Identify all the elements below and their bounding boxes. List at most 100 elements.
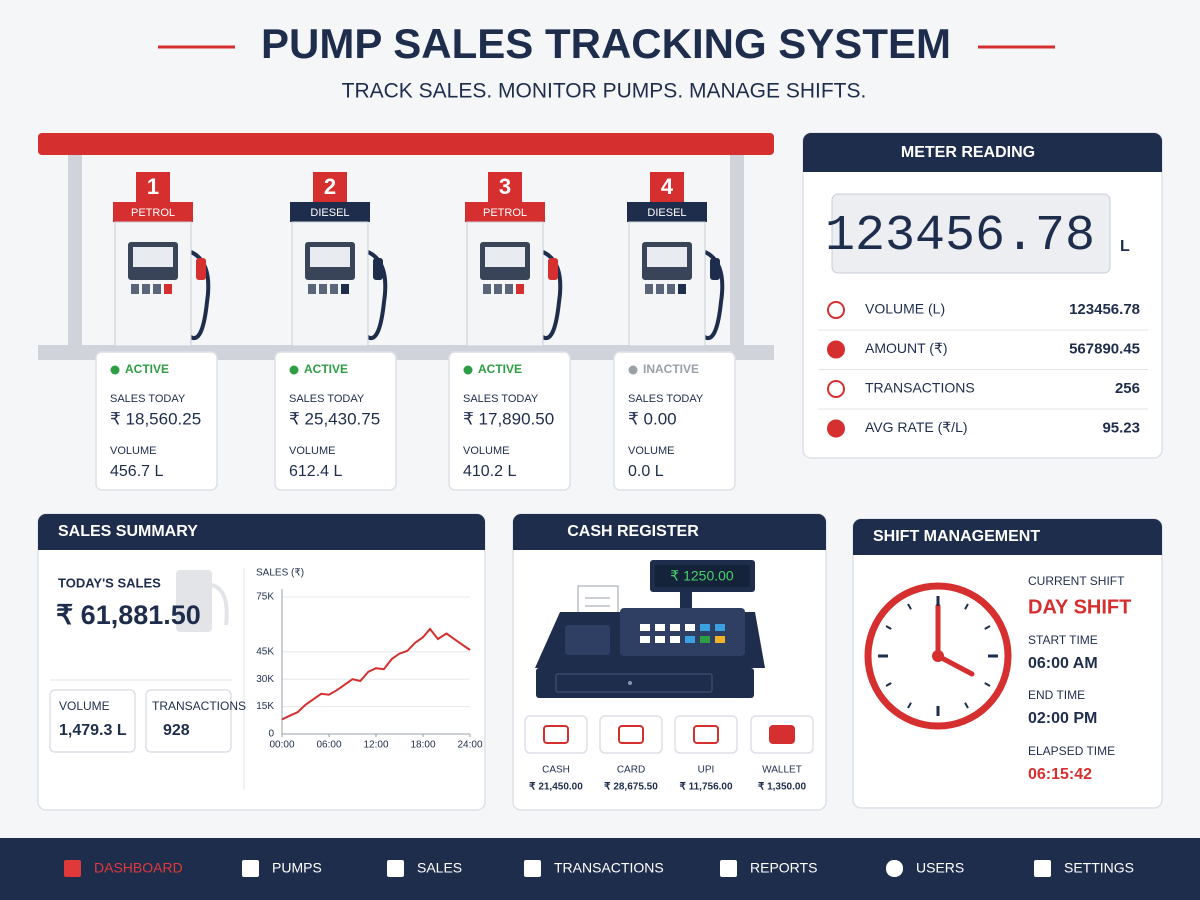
row-icon [827, 301, 845, 319]
method-amount: ₹ 21,450.00 [529, 782, 583, 793]
pump-watermark [176, 570, 229, 632]
method-box [599, 715, 663, 754]
method-box [524, 715, 588, 754]
pump-key [494, 284, 502, 294]
y-tick-label: 0 [268, 729, 274, 740]
method-amount: ₹ 11,756.00 [679, 782, 733, 793]
pump-key [164, 284, 172, 294]
nav-item[interactable]: USERS [886, 860, 964, 877]
nav-item[interactable]: REPORTS [720, 860, 817, 877]
pump: 2 DIESEL ACTIVE SALES TODAY ₹ 25,430.75 VOLUM… [274, 172, 397, 491]
pump-key [505, 284, 513, 294]
nav-label: SALES [417, 860, 462, 876]
pump-key [656, 284, 664, 294]
row-value: 567890.45 [1069, 340, 1140, 357]
sales-label: SALES TODAY [463, 393, 539, 405]
x-tick-label: 24:00 [457, 740, 482, 751]
status-dot [628, 365, 638, 375]
method-label: CASH [542, 765, 570, 776]
fuel-type: PETROL [483, 207, 527, 219]
row-label: VOLUME (L) [865, 301, 945, 317]
nav-item[interactable]: PUMPS [242, 860, 322, 877]
stat-label: VOLUME [59, 699, 110, 713]
nav-label: TRANSACTIONS [554, 860, 664, 876]
clock-tick [964, 702, 969, 709]
nav-icon [1034, 860, 1051, 877]
pump-key [131, 284, 139, 294]
nav-icon [524, 860, 541, 877]
sales-label: SALES TODAY [289, 393, 365, 405]
status-dot [463, 365, 473, 375]
pump-key [678, 284, 686, 294]
page-subtitle: TRACK SALES. MONITOR PUMPS. MANAGE SHIFT… [342, 80, 867, 103]
clock-tick [907, 603, 912, 610]
payment-methods: CASH ₹ 21,450.00 CARD ₹ 28,675.50 UPI ₹ 11,75… [524, 715, 814, 793]
pump-key [319, 284, 327, 294]
nav-bar [0, 838, 1200, 900]
method-icon [693, 725, 719, 744]
clock-tick [885, 682, 892, 687]
pump-number-badge [136, 172, 170, 202]
x-tick-label: 18:00 [410, 740, 435, 751]
meter-reading: 123456.78 [825, 208, 1095, 265]
nav-icon [387, 860, 404, 877]
pump-base [38, 345, 774, 360]
pump-number: 1 [147, 174, 159, 199]
method-amount: ₹ 28,675.50 [604, 782, 658, 793]
stat-value: 1,479.3 L [59, 722, 127, 739]
status-dot [110, 365, 120, 375]
nav-label: PUMPS [272, 860, 322, 876]
clock-tick [984, 682, 991, 687]
volume-value: 0.0 L [628, 463, 664, 480]
sales-label: SALES TODAY [110, 393, 186, 405]
pump-key [516, 284, 524, 294]
sales-value: ₹ 0.00 [628, 409, 677, 428]
fuel-strip [113, 202, 193, 222]
pump-card [95, 351, 218, 491]
row-icon [827, 340, 845, 359]
pump: 1 PETROL ACTIVE SALES TODAY ₹ 18,560.25 VOLUM… [95, 172, 218, 491]
volume-value: 410.2 L [463, 463, 516, 480]
card-header [513, 514, 826, 550]
meter-unit: L [1120, 238, 1130, 255]
sales-value: ₹ 18,560.25 [110, 409, 201, 428]
nav-item[interactable]: TRANSACTIONS [524, 860, 664, 877]
todays-sales: ₹ 61,881.50 [56, 600, 201, 630]
row-value: 123456.78 [1069, 301, 1140, 318]
nozzle [373, 258, 383, 280]
card-title: CASH REGISTER [567, 523, 699, 540]
pump: 4 DIESEL INACTIVE SALES TODAY ₹ 0.00 VOLUME 0.… [613, 172, 736, 491]
nav-icon [886, 860, 903, 877]
nav-icon [720, 860, 737, 877]
y-tick-label: 30K [256, 674, 274, 685]
x-tick-label: 06:00 [316, 740, 341, 751]
pump-status: ACTIVE [304, 362, 348, 376]
current-shift: DAY SHIFT [1028, 596, 1131, 618]
nav-item[interactable]: SALES [387, 860, 462, 877]
row-label: AVG RATE (₹/L) [865, 419, 968, 435]
y-tick-label: 75K [256, 592, 274, 603]
pump-card [613, 351, 736, 491]
pump-key [330, 284, 338, 294]
y-axis-label: SALES (₹) [256, 568, 304, 579]
pump-key [341, 284, 349, 294]
shift-label: ELAPSED TIME [1028, 744, 1115, 758]
row-value: 95.23 [1102, 419, 1140, 436]
pump-key [483, 284, 491, 294]
nav-label: SETTINGS [1064, 860, 1134, 876]
meter-rows: VOLUME (L) 123456.78 AMOUNT (₹) 567890.45 TR… [818, 301, 1148, 438]
clock [864, 582, 1012, 730]
card-header [853, 519, 1162, 555]
nav-item[interactable]: SETTINGS [1034, 860, 1134, 877]
row-icon [827, 380, 845, 398]
status-dot [289, 365, 299, 375]
volume-value: 456.7 L [110, 463, 163, 480]
fuel-strip [290, 202, 370, 222]
nav-item[interactable]: DASHBOARD [64, 860, 183, 877]
pump-key [153, 284, 161, 294]
card-title: SHIFT MANAGEMENT [873, 528, 1040, 545]
sales-value: ₹ 17,890.50 [463, 409, 554, 428]
method-amount: ₹ 1,350.00 [758, 782, 807, 793]
meter-display [831, 193, 1111, 274]
x-tick-label: 00:00 [269, 740, 294, 751]
